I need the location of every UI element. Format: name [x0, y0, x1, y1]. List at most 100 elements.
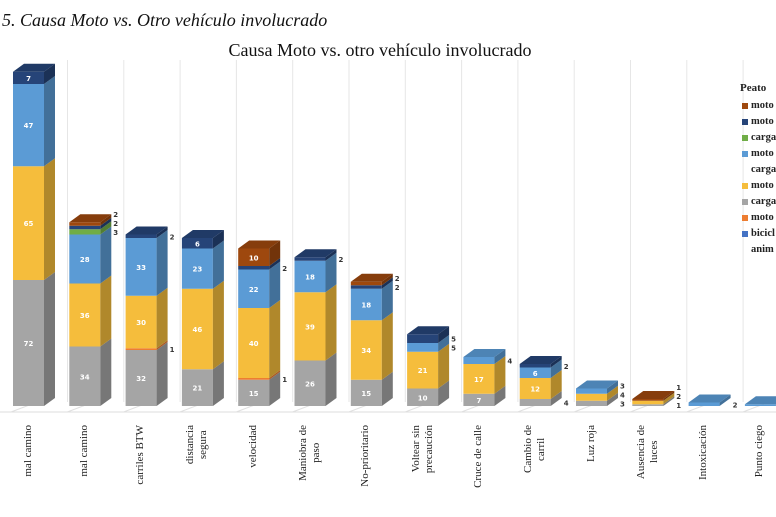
bar-stack: 72 65 47 7: [13, 63, 55, 406]
legend-label: carga: [751, 132, 776, 143]
data-label: 26: [305, 380, 315, 388]
bar-side-brown: [269, 240, 281, 266]
bar-segment-navy: [350, 285, 382, 289]
data-label: 7: [476, 397, 481, 405]
bar-top: [181, 230, 224, 238]
legend-label: moto: [751, 116, 774, 127]
bar-stack: 121: [632, 384, 681, 410]
bar-top: [69, 214, 112, 223]
bar-side-yellow: [663, 392, 675, 405]
bar-side-yellow: [550, 370, 562, 399]
legend-label: moto: [751, 212, 774, 223]
legend-item: moto: [740, 98, 776, 114]
legend-items: moto moto carga moto carga moto carga moto bici…: [740, 98, 776, 258]
bar-side-gray: [494, 385, 506, 406]
bar-side-yellow: [44, 158, 55, 280]
legend-swatch: [742, 231, 748, 237]
bar-side-navy: [44, 63, 55, 84]
bar-top: [463, 349, 506, 357]
bar-segment-navy: [13, 71, 44, 84]
data-label: 39: [305, 323, 315, 331]
bar-segment-gray: [350, 379, 382, 406]
bar-side-lightblue: [44, 76, 55, 167]
bar-top: [632, 391, 675, 399]
bar-side-yellow: [269, 300, 281, 378]
bar-segment-gray: [632, 404, 664, 406]
x-tick-label: No-prioritario: [359, 425, 372, 487]
data-label: 5: [451, 344, 456, 352]
data-label: 2: [339, 256, 344, 264]
bar-segment-lightblue: [744, 404, 776, 406]
legend-item: moto: [740, 210, 776, 226]
legend-title: Peato: [740, 82, 767, 94]
x-tick-label: carriles BTW: [134, 425, 147, 485]
bar-side-navy: [438, 326, 450, 343]
data-label: 2: [676, 393, 681, 401]
legend-item: moto: [740, 114, 776, 130]
legend-swatch: [742, 151, 748, 157]
data-label: 3: [113, 229, 118, 237]
bar-side-navy: [100, 217, 112, 230]
bar-stack: 7 17 4: [463, 349, 512, 406]
bar-segment-lightblue: [350, 288, 382, 321]
data-label: 40: [249, 340, 259, 348]
bar-side-yellow: [381, 312, 393, 380]
bar-side-navy: [325, 249, 337, 261]
bar-stack: 32 1 30 33 2: [125, 226, 175, 406]
bar-segment-yellow: [407, 351, 439, 389]
legend-label: moto: [751, 100, 774, 111]
x-tick-label: Voltear sin precaución: [409, 425, 435, 474]
bars: 7265477343628322321303322146236151402221…: [13, 63, 776, 410]
bar-segment-navy: [407, 334, 439, 343]
data-label: 1: [282, 376, 287, 384]
legend-label: bicicl anim: [751, 228, 775, 255]
data-label: 2: [282, 265, 287, 273]
bar-segment-gray: [407, 388, 439, 406]
bar-top: [350, 273, 393, 282]
x-tick-label: Ausencia de luces: [634, 425, 660, 480]
data-label: 2: [395, 284, 400, 292]
bar-segment-yellow: [632, 400, 664, 405]
bar-side-gray: [100, 338, 112, 406]
data-label: 10: [418, 394, 428, 402]
bar-segment-lightblue: [238, 269, 270, 308]
bar-segment-lightblue: [407, 343, 439, 352]
data-label: 32: [136, 375, 146, 383]
x-tick-label: Punto ciego: [753, 425, 766, 478]
data-label: 47: [24, 122, 34, 130]
bar-segment-lightblue: [13, 84, 44, 167]
bar-side-lightblue: [325, 252, 337, 293]
bar-side-gray: [550, 391, 562, 406]
legend-swatch: [742, 215, 748, 221]
bar-segment-brown: [238, 248, 270, 266]
data-label: 18: [361, 302, 371, 310]
bar-segment-yellow: [294, 292, 326, 361]
bar-top: [125, 226, 168, 235]
data-label: 2: [113, 220, 118, 228]
data-label: 36: [80, 312, 90, 320]
bar-segment-lightblue: [69, 234, 101, 284]
data-label: 22: [249, 286, 259, 294]
bar-segment-navy: [181, 238, 213, 249]
bar-segment-navy: [519, 364, 551, 368]
data-label: 15: [361, 390, 371, 398]
bar-side-gray: [325, 352, 337, 406]
bar-stack: 1: [744, 396, 776, 406]
data-label: 21: [418, 367, 428, 375]
legend-item: carga: [740, 130, 776, 146]
bar-segment-green: [69, 229, 101, 235]
data-label: 1: [170, 346, 175, 354]
x-tick-label: mal camino: [21, 425, 34, 477]
data-label: 18: [305, 274, 315, 282]
bar-side-lightblue: [719, 394, 731, 406]
data-label: 34: [80, 373, 90, 381]
bar-side-lightblue: [100, 226, 112, 284]
data-label: 6: [533, 370, 538, 378]
bar-segment-navy: [69, 225, 101, 230]
bar-side-lightblue: [494, 349, 506, 364]
bar-side-yellow: [494, 356, 506, 394]
bar-top: [688, 394, 731, 403]
